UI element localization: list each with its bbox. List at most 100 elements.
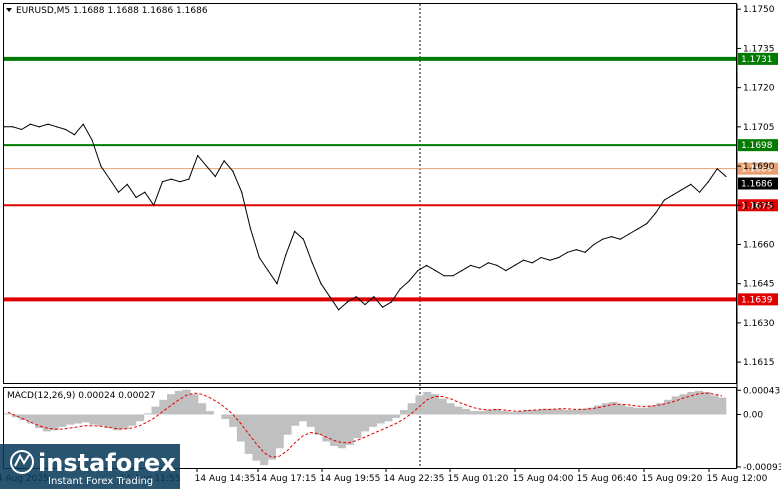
price-point	[144, 191, 146, 193]
price-point	[135, 196, 137, 199]
x-tick-label: 15 Aug 01:20	[448, 474, 509, 484]
price-point	[707, 181, 709, 183]
macd-histogram-bar	[454, 406, 463, 415]
price-point	[584, 251, 586, 253]
macd-histogram-bar	[640, 407, 649, 415]
price-point	[628, 233, 630, 235]
macd-histogram-bar	[236, 414, 245, 442]
price-point	[452, 275, 454, 277]
price-point	[214, 175, 216, 178]
level-price-tag	[738, 199, 778, 212]
x-tick-label: 15 Aug 04:00	[513, 474, 574, 484]
macd-histogram-bar	[275, 414, 284, 449]
macd-histogram-bar	[609, 402, 618, 415]
y-tick-label: 1.1660	[743, 240, 775, 250]
macd-histogram-bar	[4, 413, 13, 415]
price-point	[276, 283, 278, 285]
macd-histogram-bar	[368, 414, 377, 427]
price-point	[698, 191, 701, 193]
macd-histogram-bar	[97, 414, 106, 426]
macd-histogram-bar	[50, 414, 59, 431]
macd-histogram-bar	[562, 409, 572, 415]
price-point	[117, 191, 120, 193]
price-point	[575, 249, 577, 251]
price-point	[496, 264, 498, 266]
price-point	[602, 238, 604, 240]
macd-histogram-bar	[718, 397, 727, 415]
price-point	[558, 256, 560, 259]
macd-histogram-bar	[260, 414, 269, 466]
y-tick-label: 1.1615	[743, 358, 775, 368]
price-point	[12, 126, 14, 128]
macd-histogram-bar	[11, 414, 20, 418]
macd-histogram-bar	[89, 414, 98, 425]
brand-tagline: Instant Forex Trading	[48, 476, 153, 487]
price-point	[417, 270, 419, 272]
price-point	[663, 199, 665, 201]
price-point	[478, 267, 481, 269]
macd-histogram-bar	[617, 404, 626, 415]
price-axis: 1.1750 1.1735 1.1720 1.1705 1.1690 1.1675 1.16…	[736, 4, 775, 468]
price-point	[153, 204, 155, 206]
price-point	[672, 194, 674, 196]
price-point	[126, 183, 128, 185]
macd-histogram-bar	[586, 407, 595, 415]
macd-histogram-bar	[594, 405, 603, 415]
level-price-label: 1.1698	[741, 141, 773, 151]
macd-histogram-bar	[656, 403, 665, 415]
level-price-label: 1.1675	[741, 201, 773, 211]
price-point	[21, 128, 23, 131]
macd-histogram-bar	[702, 391, 711, 415]
macd-histogram-bar	[198, 403, 207, 415]
macd-histogram-bar	[167, 394, 176, 415]
y-tick-label: 1.1750	[743, 5, 775, 15]
dropdown-arrow-icon[interactable]	[6, 8, 12, 12]
price-point	[390, 301, 393, 303]
macd-histogram-bar	[531, 409, 540, 415]
macd-histogram-bar	[462, 408, 471, 415]
price-point	[29, 123, 32, 125]
price-point	[646, 222, 648, 225]
price-point	[408, 280, 410, 282]
price-point	[73, 134, 76, 136]
price-point	[690, 183, 692, 185]
levels-layer: 1.1731 1.1698 1.1675 1.1639 1.1689 1.1686	[4, 52, 778, 306]
price-point	[364, 303, 366, 306]
macd-histogram-bar	[570, 409, 579, 415]
macd-histogram-bar	[601, 403, 610, 415]
price-point	[109, 178, 111, 180]
price-point	[311, 262, 313, 264]
price-point	[346, 301, 348, 303]
price-point	[566, 251, 569, 253]
price-point	[725, 175, 727, 178]
macd-histogram-bar	[430, 394, 440, 415]
macd-histogram-bar	[104, 414, 113, 428]
x-tick-label: 15 Aug 06:40	[577, 474, 638, 484]
price-point	[3, 126, 5, 128]
macd-histogram-bar	[190, 394, 199, 415]
macd-histogram-bar	[314, 414, 323, 435]
price-point	[470, 264, 472, 266]
macd-label: MACD(12,26,9) 0.00024 0.00027	[7, 391, 156, 401]
price-point	[487, 262, 489, 264]
macd-histogram-bar	[485, 409, 494, 415]
price-point	[232, 170, 234, 172]
price-point	[610, 236, 613, 238]
macd-histogram-bar	[174, 390, 183, 415]
ask-price-label: 1.1689	[741, 165, 773, 175]
level-price-label: 1.1731	[741, 55, 773, 65]
price-point	[654, 212, 657, 214]
price-point	[382, 306, 384, 308]
macd-histogram-bar	[399, 409, 408, 415]
macd-histogram-bar	[221, 414, 230, 419]
price-point	[258, 256, 260, 259]
macd-histogram-bar	[330, 414, 339, 447]
macd-histogram-bar	[694, 390, 704, 415]
price-point	[716, 168, 718, 170]
macd-histogram-bar	[299, 414, 308, 422]
ask-price-tag	[738, 162, 778, 175]
price-point	[337, 309, 340, 311]
y-tick-label: 1.1690	[743, 162, 775, 172]
